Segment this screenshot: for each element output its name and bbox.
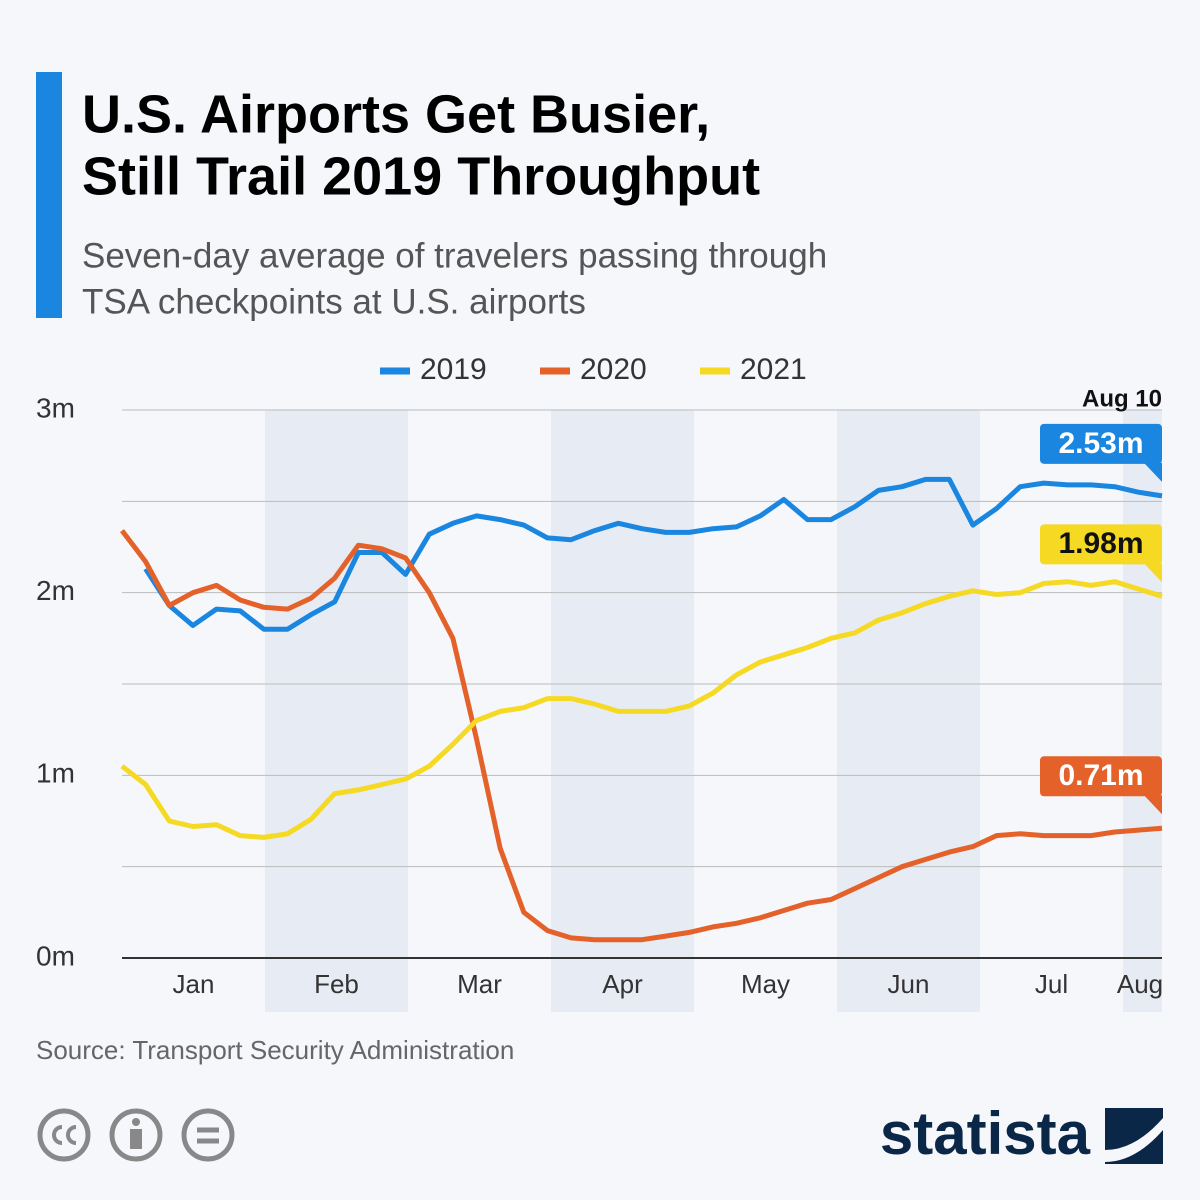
x-tick-label: Aug bbox=[1117, 969, 1163, 999]
month-band bbox=[837, 410, 980, 1012]
brand-logo bbox=[1105, 1108, 1163, 1164]
legend-label: 2021 bbox=[740, 353, 807, 386]
series-line bbox=[120, 529, 1163, 943]
y-tick-label: 0m bbox=[36, 940, 75, 971]
callout-box bbox=[1040, 423, 1162, 464]
x-tick-label: Jan bbox=[173, 969, 215, 999]
callout-box bbox=[1040, 524, 1162, 565]
brand: statista bbox=[880, 1100, 1091, 1167]
callout-box bbox=[1040, 756, 1162, 797]
series-line bbox=[143, 476, 1163, 632]
license-icons bbox=[37, 1108, 235, 1162]
x-tick-label: Feb bbox=[314, 969, 359, 999]
x-tick-label: May bbox=[741, 969, 790, 999]
source: Source: Transport Security Administratio… bbox=[36, 1035, 514, 1065]
month-band bbox=[1123, 410, 1162, 1012]
chart-title: Still Trail 2019 Throughput bbox=[82, 146, 760, 206]
x-tick-label: Apr bbox=[602, 969, 643, 999]
end-label: 1.98m bbox=[1058, 527, 1143, 560]
y-tick-label: 3m bbox=[36, 392, 75, 423]
chart-subtitle: TSA checkpoints at U.S. airports bbox=[82, 282, 586, 321]
callout-pointer bbox=[1144, 795, 1162, 815]
month-band bbox=[265, 410, 408, 1012]
annotation: Aug 10 bbox=[1082, 385, 1162, 412]
x-tick-label: Jun bbox=[888, 969, 930, 999]
chart-title: U.S. Airports Get Busier, bbox=[82, 84, 710, 144]
legend-label: 2020 bbox=[580, 353, 647, 386]
plot: Jan Feb Mar Apr May Jun Jul Aug 0m 1m 2m 3m 2019 2020… bbox=[36, 353, 1163, 1012]
x-tick-label: Mar bbox=[457, 969, 502, 999]
title-accent bbox=[36, 72, 62, 318]
callout-pointer bbox=[1144, 563, 1162, 583]
x-tick-label: Jul bbox=[1035, 969, 1068, 999]
legend-label: 2019 bbox=[420, 353, 487, 386]
callout-pointer bbox=[1144, 462, 1162, 482]
end-label: 0.71m bbox=[1058, 759, 1143, 792]
y-tick-label: 1m bbox=[36, 758, 75, 789]
y-tick-label: 2m bbox=[36, 575, 75, 606]
end-label: 2.53m bbox=[1058, 427, 1143, 460]
chart-subtitle: Seven-day average of travelers passing t… bbox=[82, 236, 827, 275]
series-line bbox=[120, 579, 1163, 840]
